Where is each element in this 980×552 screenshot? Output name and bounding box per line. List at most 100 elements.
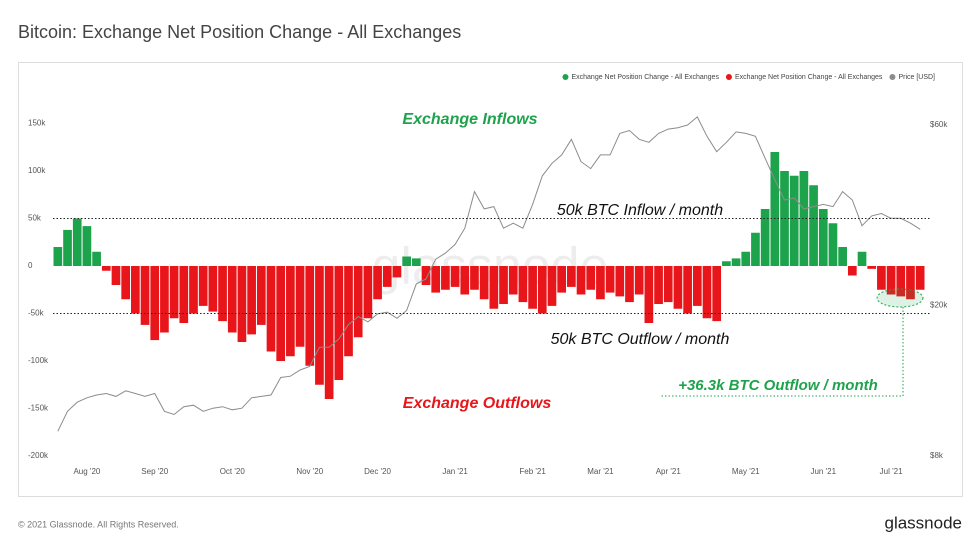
x-tick-label: Feb '21 — [519, 467, 546, 476]
x-tick-label: Jun '21 — [810, 467, 836, 476]
bar — [150, 266, 160, 341]
bar — [305, 266, 315, 366]
y-tick-label: -200k — [28, 451, 49, 460]
highlight-ellipse — [876, 288, 924, 308]
x-tick-label: Apr '21 — [656, 467, 682, 476]
bar — [421, 266, 431, 285]
bar — [411, 258, 421, 266]
plot-area: 150k 100k 50k 0 -50k -100k -150k -200k $60k $20k $… — [28, 74, 948, 476]
bar — [295, 266, 305, 347]
bar — [537, 266, 547, 314]
x-tick-label: Oct '20 — [220, 467, 246, 476]
bar — [189, 266, 198, 314]
bar — [789, 175, 799, 266]
bar — [644, 266, 654, 323]
y-tick-label: 100k — [28, 166, 46, 175]
bar — [576, 266, 586, 295]
bar — [489, 266, 499, 309]
legend-label: Exchange Net Position Change - All Excha… — [571, 74, 719, 81]
x-tick-label: Sep '20 — [141, 467, 168, 476]
x-tick-label: Jul '21 — [880, 467, 903, 476]
bar — [586, 266, 596, 290]
bar — [324, 266, 334, 399]
bar — [237, 266, 247, 342]
bar — [208, 266, 218, 312]
chart-title: Bitcoin: Exchange Net Position Change - … — [18, 22, 461, 42]
bar — [615, 266, 625, 297]
bar — [460, 266, 470, 295]
bar — [169, 266, 179, 319]
footer: © 2021 Glassnode. All Rights Reserved. — [18, 519, 179, 529]
bar — [247, 266, 256, 335]
bar — [121, 266, 131, 300]
bar — [363, 266, 373, 319]
bar — [857, 251, 867, 266]
legend-marker — [889, 74, 896, 80]
y-tick-label: -50k — [28, 309, 45, 318]
bar — [198, 266, 208, 306]
bar — [634, 266, 644, 295]
bar — [82, 226, 92, 266]
brand-logo: glassnode — [884, 513, 962, 532]
legend-label: Exchange Net Position Change - All Excha… — [735, 74, 883, 81]
bar — [702, 266, 712, 319]
annotation: +36.3k BTC Outflow / month — [678, 377, 878, 394]
y2-tick-label: $8k — [930, 451, 944, 460]
bar — [160, 266, 169, 333]
y-tick-label: -150k — [28, 404, 49, 413]
bar — [344, 266, 353, 357]
bar — [838, 247, 847, 266]
y2-tick-label: $20k — [930, 301, 948, 310]
annotation: Exchange Inflows — [402, 111, 537, 128]
bar — [286, 266, 295, 357]
bar — [770, 152, 780, 266]
bar — [906, 266, 915, 300]
bar — [722, 261, 731, 266]
bar — [63, 229, 72, 266]
bar — [818, 209, 828, 266]
bar — [799, 171, 809, 266]
bar — [847, 266, 857, 276]
y-tick-label: -100k — [28, 356, 49, 365]
bar — [479, 266, 489, 300]
bar — [53, 247, 63, 266]
bar — [140, 266, 150, 325]
bar — [373, 266, 382, 300]
bar — [315, 266, 324, 385]
bar — [499, 266, 508, 304]
bar — [179, 266, 189, 323]
bar — [131, 266, 140, 314]
bar — [751, 232, 760, 266]
bar — [334, 266, 344, 380]
bar — [741, 251, 751, 266]
x-tick-label: Dec '20 — [364, 467, 391, 476]
bar — [528, 266, 537, 309]
bar — [256, 266, 266, 325]
bar — [218, 266, 227, 322]
bar — [431, 266, 441, 293]
bar — [867, 266, 877, 269]
y-tick-label: 0 — [28, 261, 33, 270]
bar — [72, 218, 82, 266]
bar — [557, 266, 567, 293]
x-tick-label: Aug '20 — [73, 467, 100, 476]
bar — [92, 251, 101, 266]
legend-marker — [562, 74, 569, 80]
bar — [392, 266, 402, 278]
bar — [605, 266, 615, 293]
y-tick-label: 50k — [28, 214, 42, 223]
annotation: Exchange Outflows — [403, 395, 552, 412]
bar — [896, 266, 906, 297]
bar — [266, 266, 276, 352]
x-tick-label: Jan '21 — [442, 467, 468, 476]
x-tick-label: Nov '20 — [296, 467, 323, 476]
y-tick-label: 150k — [28, 119, 46, 128]
bar — [382, 266, 392, 287]
x-tick-label: Mar '21 — [587, 467, 614, 476]
bar — [673, 266, 683, 309]
bar — [101, 266, 111, 271]
bar — [353, 266, 363, 338]
annotation: 50k BTC Outflow / month — [551, 331, 730, 348]
